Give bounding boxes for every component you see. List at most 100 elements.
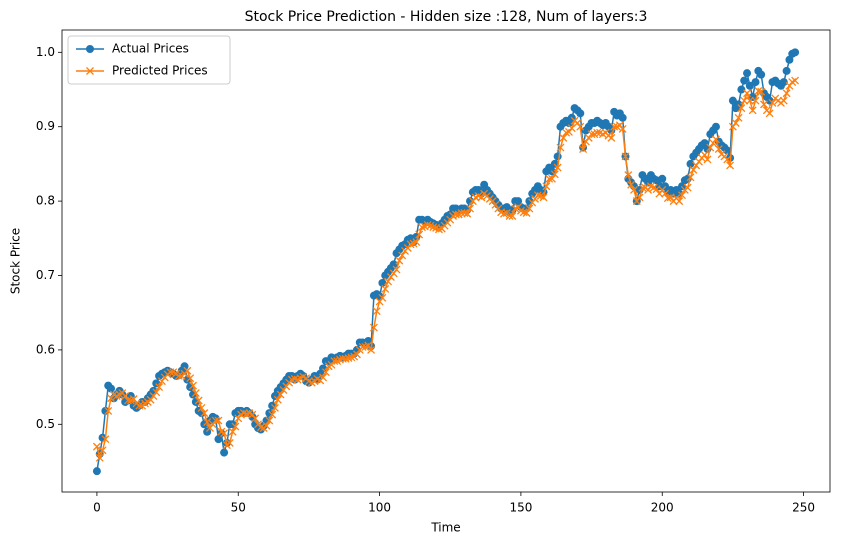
- data-point: [378, 293, 387, 302]
- legend: Actual Prices Predicted Prices: [67, 35, 231, 85]
- data-point: [135, 401, 144, 410]
- data-point: [731, 119, 740, 127]
- data-point: [779, 78, 788, 87]
- data-point: [779, 96, 788, 105]
- data-point: [101, 435, 110, 444]
- data-point: [745, 81, 754, 90]
- data-point: [434, 225, 443, 234]
- data-point: [220, 429, 229, 438]
- data-point: [785, 55, 794, 64]
- data-point: [262, 421, 271, 430]
- data-point: [330, 357, 339, 366]
- data-point: [519, 208, 528, 217]
- data-point: [186, 374, 195, 383]
- data-point: [273, 395, 282, 404]
- data-point: [95, 453, 104, 462]
- data-point: [553, 152, 562, 161]
- data-point: [287, 375, 296, 384]
- data-point: [711, 135, 720, 144]
- data-point: [398, 251, 407, 260]
- data-point: [525, 204, 534, 213]
- data-point: [748, 106, 757, 115]
- data-point: [579, 145, 588, 153]
- data-point: [751, 78, 760, 87]
- data-point: [545, 174, 554, 183]
- data-point: [395, 256, 404, 265]
- data-point: [760, 100, 768, 109]
- x-tick-label: 150: [509, 501, 532, 515]
- data-point: [256, 423, 265, 432]
- data-point: [499, 209, 508, 218]
- data-point: [587, 130, 596, 139]
- x-axis-label: Time: [430, 521, 460, 535]
- x-tick-label: 50: [231, 501, 246, 515]
- legend-label: Predicted Prices: [112, 64, 208, 78]
- data-point: [381, 284, 390, 293]
- data-point: [678, 191, 686, 200]
- data-point: [344, 354, 353, 363]
- data-point: [533, 191, 542, 200]
- data-point: [765, 109, 774, 118]
- data-point: [621, 152, 630, 161]
- data-point: [389, 260, 398, 269]
- data-point: [782, 89, 791, 98]
- data-point: [539, 193, 548, 202]
- data-point: [791, 48, 800, 57]
- data-point: [121, 392, 130, 400]
- data-point: [663, 194, 672, 203]
- data-point: [228, 427, 237, 436]
- data-point: [214, 416, 223, 425]
- data-point: [593, 128, 602, 137]
- data-point: [562, 128, 571, 137]
- data-point: [347, 353, 356, 362]
- data-point: [251, 414, 260, 423]
- data-point: [189, 381, 197, 390]
- data-point: [231, 422, 240, 431]
- data-point: [129, 395, 138, 403]
- data-point: [723, 146, 732, 155]
- data-point: [618, 113, 627, 122]
- data-point: [638, 183, 647, 192]
- x-tick-label: 250: [792, 501, 815, 515]
- data-point: [191, 389, 200, 398]
- data-point: [98, 446, 107, 455]
- chart-title: Stock Price Prediction - Hidden size :12…: [245, 9, 648, 25]
- data-point: [220, 448, 229, 457]
- data-point: [743, 89, 751, 98]
- data-point: [726, 161, 735, 170]
- data-point: [624, 171, 633, 180]
- data-point: [384, 277, 393, 286]
- legend-label: Actual Prices: [112, 42, 189, 56]
- data-point: [194, 396, 203, 405]
- data-point: [463, 209, 472, 218]
- data-point: [155, 383, 164, 392]
- data-point: [107, 384, 116, 393]
- data-point: [745, 96, 754, 105]
- data-point: [700, 151, 709, 159]
- data-point: [782, 66, 791, 75]
- data-point: [607, 133, 616, 142]
- data-point: [429, 223, 438, 232]
- data-point: [714, 145, 723, 153]
- y-tick-label: 0.7: [36, 268, 55, 282]
- data-point: [211, 416, 220, 425]
- data-point: [706, 143, 715, 152]
- data-point: [630, 185, 638, 194]
- data-point: [576, 109, 585, 118]
- x-tick-label: 0: [93, 501, 101, 515]
- data-point: [197, 403, 206, 412]
- data-point: [203, 418, 212, 427]
- data-point: [514, 197, 523, 206]
- data-point: [686, 173, 695, 182]
- data-point: [392, 265, 401, 274]
- data-point: [466, 204, 474, 213]
- data-point: [364, 341, 373, 350]
- data-point: [319, 373, 328, 382]
- data-point: [174, 371, 183, 380]
- data-point: [618, 124, 627, 133]
- data-point: [711, 122, 720, 131]
- x-tick-label: 100: [368, 501, 391, 515]
- data-point: [703, 155, 712, 164]
- series: [92, 76, 800, 462]
